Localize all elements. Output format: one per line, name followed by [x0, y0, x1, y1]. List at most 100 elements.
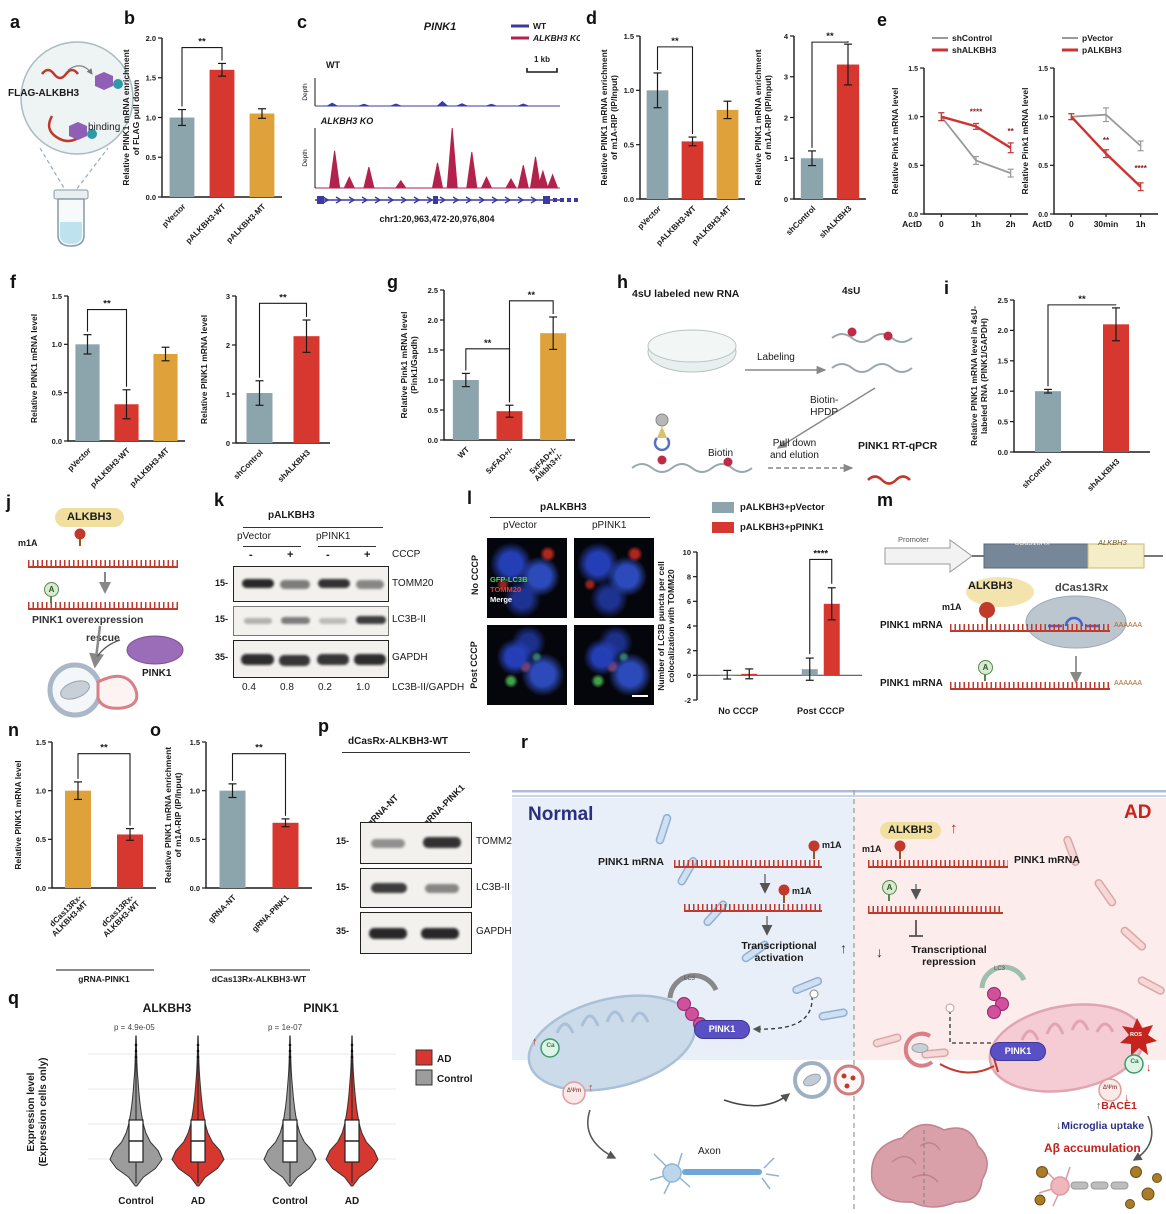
m1a-pin-icon [979, 602, 995, 618]
neuron-normal-icon [649, 1152, 780, 1195]
svg-text:gRNA-PINK1: gRNA-PINK1 [78, 974, 130, 984]
svg-text:ALKBH3 KO: ALKBH3 KO [532, 33, 580, 43]
k-cccp-label: CCCP [392, 549, 421, 560]
ca-down-arrow [1146, 1062, 1152, 1075]
k-mw-2: 15- [215, 614, 229, 624]
panel-label-l: l [467, 488, 473, 508]
panel-label-k: k [214, 490, 225, 510]
r-m1a-label2: m1A [792, 886, 812, 896]
svg-text:0.5: 0.5 [146, 153, 156, 162]
panel-label-a: a [10, 12, 21, 32]
k-ratio-2: 0.8 [280, 682, 294, 693]
svg-text:0.5: 0.5 [1038, 163, 1048, 170]
svg-text:**: ** [1008, 127, 1015, 136]
svg-text:Control: Control [437, 1074, 473, 1085]
svg-text:**: ** [103, 299, 111, 310]
svg-text:shControl: shControl [784, 204, 817, 237]
pink1-badge-ad: PINK1 [990, 1042, 1046, 1061]
svg-text:1.0: 1.0 [1038, 114, 1048, 121]
pulldown-label: Pull down and elution [770, 438, 819, 461]
panel-label-d: d [586, 8, 597, 28]
alkbh3-label-ad: ALKBH3 [880, 822, 941, 839]
m1a-label-j: m1A [18, 538, 38, 548]
svg-text:1.5: 1.5 [146, 74, 156, 83]
tomm20-label: TOMM20 [490, 585, 522, 594]
k-ratio-3: 0.2 [318, 682, 332, 693]
k-blot-lc3b [233, 606, 389, 636]
l-col-pvector: pVector [503, 520, 537, 531]
panel-d-left-bar-chart: 0.0 0.5 1.0 1.5 pVector pALKBH3-WT pALKBH3-MT *… [598, 20, 753, 270]
svg-text:Depth: Depth [302, 149, 309, 167]
panel-label-g: g [387, 272, 398, 292]
4su-title: 4sU labeled new RNA [632, 288, 740, 300]
svg-text:1.5: 1.5 [908, 66, 918, 73]
alkbh3-box [1087, 543, 1145, 569]
panel-e-right-line-chart: 0.0 0.5 1.0 1.5 pVector pALKBH3 ** **** 0 30min 1h… [1018, 28, 1166, 245]
r-left-strand2 [684, 904, 822, 912]
p-mw-3: 35- [336, 926, 350, 936]
m-strand1 [950, 624, 1110, 632]
svg-text:WT: WT [533, 21, 547, 31]
svg-text:**: ** [528, 290, 536, 301]
k-lane2-line [318, 546, 376, 547]
svg-text:1.0: 1.0 [190, 786, 200, 795]
svg-text:**: ** [671, 36, 679, 47]
transcriptional-activation-label: Transcriptional activation [741, 940, 817, 965]
p-mw-1: 15- [336, 836, 350, 846]
svg-text:No CCCP: No CCCP [718, 706, 758, 716]
bace1-label: BACE1 [1096, 1100, 1137, 1112]
biotin-label: Biotin [708, 448, 734, 459]
r-m1a-label1: m1A [822, 840, 842, 850]
svg-text:shALKBH3: shALKBH3 [1086, 457, 1122, 493]
svg-text:0: 0 [1069, 219, 1074, 229]
svg-text:2.0: 2.0 [998, 326, 1008, 335]
svg-text:2: 2 [226, 341, 230, 350]
svg-text:WT: WT [456, 445, 471, 460]
svg-text:2h: 2h [1006, 219, 1016, 229]
rescue-arrows [89, 625, 184, 669]
svg-text:shControl: shControl [232, 448, 265, 481]
panel-label-e: e [877, 10, 888, 30]
svg-text:6: 6 [687, 597, 691, 606]
up-arrow-icon [840, 940, 847, 956]
panel-label-q: q [8, 988, 19, 1008]
svg-text:pVector: pVector [160, 202, 187, 229]
l-legend-swatch-gray [712, 502, 734, 513]
r-a-icon: A [882, 880, 897, 901]
svg-text:4: 4 [784, 32, 789, 41]
svg-text:Relative PINK1 mRNA enrichment: Relative PINK1 mRNA enrichment [121, 49, 131, 185]
merge-label: Merge [490, 595, 513, 604]
svg-text:1 kb: 1 kb [534, 55, 550, 64]
promoter-arrow-icon [884, 539, 973, 573]
svg-text:1.5: 1.5 [190, 738, 200, 747]
m-polya2: AAAAAA [1114, 680, 1143, 687]
bace1-up-arrow-icon [1096, 1100, 1101, 1112]
alkbh3-blob-label: ALKBH3 [55, 508, 124, 527]
svg-text:0.5: 0.5 [998, 417, 1008, 426]
svg-text:1.0: 1.0 [36, 786, 46, 795]
neuron-ad-icon [1038, 1166, 1071, 1207]
svg-text:(Pink1/Gapdh): (Pink1/Gapdh) [409, 336, 419, 394]
k-sign-4: + [364, 549, 371, 561]
svg-text:2.0: 2.0 [146, 34, 156, 43]
svg-text:AD: AD [191, 1196, 205, 1207]
rtqpcr-label: PINK1 RT-qPCR [858, 440, 938, 452]
m-a-icon: A [978, 660, 993, 681]
svg-text:2: 2 [687, 646, 691, 655]
svg-text:pALKBH3-MT: pALKBH3-MT [128, 446, 171, 489]
svg-text:of FLAG pull down: of FLAG pull down [131, 80, 141, 156]
m1a-pin-icon [74, 528, 86, 546]
p-row-lc3b: LC3B-II [476, 882, 510, 893]
panel-o-bar-chart: 0.0 0.5 1.0 1.5 gRNA-NT gRNA-PINK1 ** dCas13Rx-… [162, 726, 320, 993]
flag-alkbh3-label: FLAG-ALKBH3 [8, 88, 80, 99]
svg-text:0: 0 [784, 195, 788, 204]
svg-text:labeled RNA (PINK1/GAPDH): labeled RNA (PINK1/GAPDH) [979, 318, 989, 434]
l-header-line [490, 517, 650, 518]
svg-text:gRNA-NT: gRNA-NT [206, 893, 238, 925]
svg-text:0.0: 0.0 [36, 884, 46, 893]
l-row-no-cccp: No CCCP [470, 555, 480, 595]
flag-pulldown-diagram [20, 41, 134, 247]
svg-text:shALKBH3: shALKBH3 [276, 448, 312, 484]
svg-text:shControl: shControl [1020, 457, 1053, 490]
svg-text:1.0: 1.0 [998, 387, 1008, 396]
